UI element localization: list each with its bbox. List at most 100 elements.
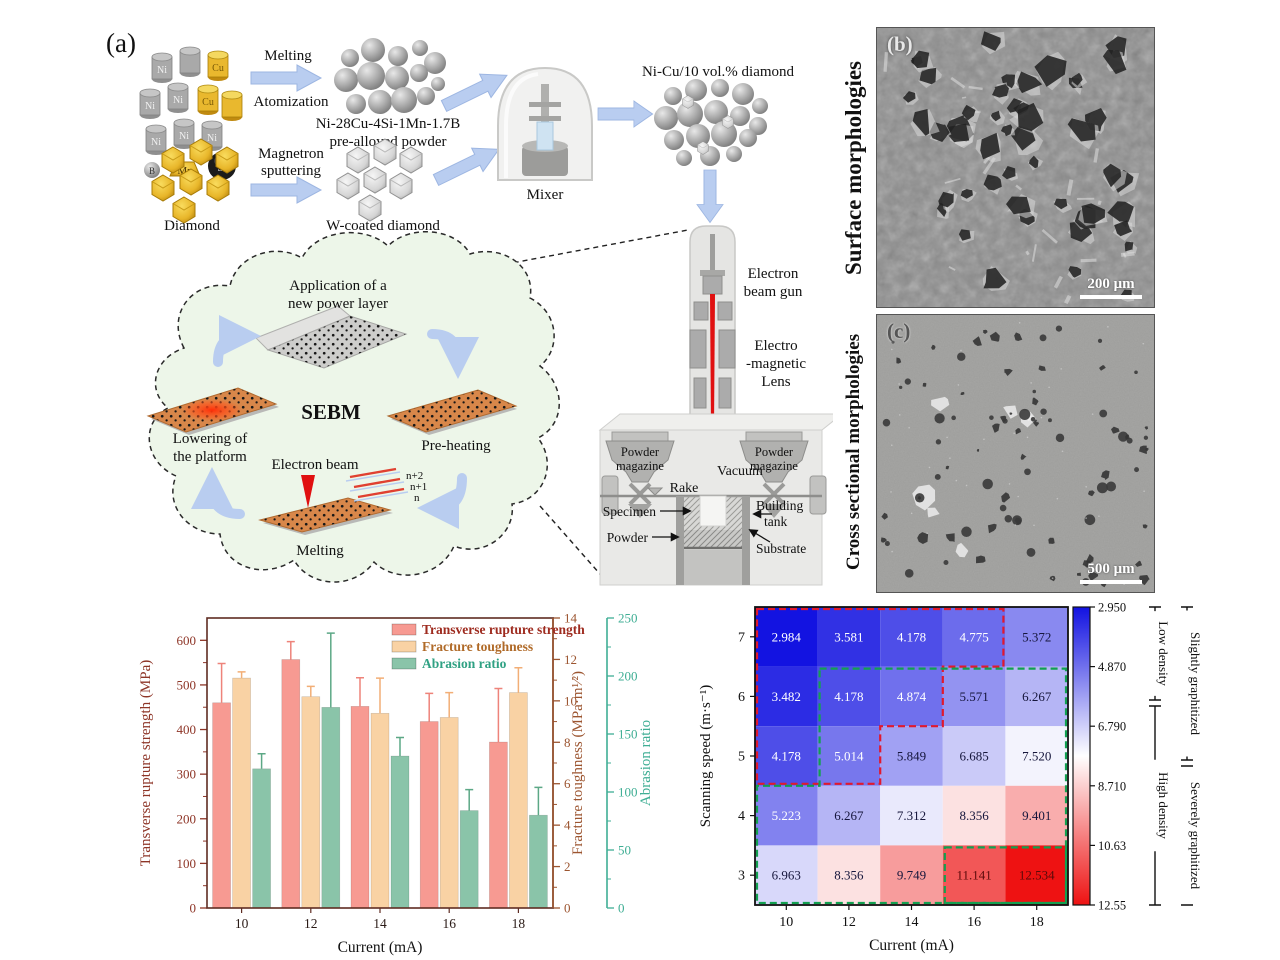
heatmap-cell-3-3 xyxy=(942,785,1006,846)
sem-particle xyxy=(961,526,972,538)
sem-highlight xyxy=(1031,244,1037,262)
heatmap-cell-value: 6.267 xyxy=(1022,689,1052,704)
ar-axis-tick-label: 50 xyxy=(618,843,631,858)
x-axis-tick-label: 16 xyxy=(442,916,456,931)
sem-particle xyxy=(902,91,916,103)
melting-arrow xyxy=(250,64,322,92)
sem-particle xyxy=(931,344,936,350)
sem-particle xyxy=(884,541,890,547)
build-chamber-illustration xyxy=(598,413,833,586)
sem-speck xyxy=(949,457,951,459)
sem-particle xyxy=(992,423,1000,433)
element-cu: Cu xyxy=(202,97,214,108)
sem-highlight xyxy=(1064,294,1072,305)
heatmap-cell-2-3 xyxy=(942,726,1006,786)
sem-particle xyxy=(899,385,903,390)
heatmap-cell-0-3 xyxy=(942,607,1006,667)
sem-particle xyxy=(1030,416,1036,422)
bar-2-2 xyxy=(390,755,410,909)
heatmap-cell-1-4 xyxy=(1005,666,1068,727)
sem-particle xyxy=(980,31,1001,51)
sem-particle xyxy=(951,415,956,421)
bar-0-0 xyxy=(212,702,231,909)
sem-highlight xyxy=(950,76,966,89)
sem-particle xyxy=(912,109,930,136)
vacuum-label: Vacuum xyxy=(717,464,763,479)
sem-particle xyxy=(1106,481,1117,492)
severely-graphitized-region-outline xyxy=(943,846,1068,905)
left-axis-tick-label: 100 xyxy=(177,856,197,871)
legend-swatch-0 xyxy=(391,623,417,636)
sem-highlight xyxy=(961,96,967,99)
panel-a-tag: (a) xyxy=(106,28,136,58)
atomization-label: Atomization xyxy=(254,94,329,110)
mixer-label: Mixer xyxy=(527,187,564,203)
x-axis-tick-label: 12 xyxy=(304,916,318,931)
prealloyed-powder-label: Ni-28Cu-4Si-1Mn-1.7B xyxy=(316,116,461,132)
sem-particle xyxy=(1081,203,1105,224)
errorbar-0-1 xyxy=(286,640,295,660)
sem-particle xyxy=(1004,368,1013,376)
sem-particle xyxy=(945,465,950,470)
colorbar-tick-label: 6.790 xyxy=(1098,720,1126,734)
ebeam-gun-label: Electron xyxy=(748,266,799,282)
sem-speck xyxy=(957,384,960,386)
heatmap-cell-value: 4.178 xyxy=(772,749,801,764)
heatmap-cell-4-2 xyxy=(880,845,943,905)
high-density-region-outline xyxy=(755,667,1068,905)
heatmap-cell-2-0 xyxy=(755,726,818,786)
bar-0-3 xyxy=(419,721,439,909)
electron-beam-cone xyxy=(301,475,315,508)
sem-speck xyxy=(890,444,893,446)
heatmap-cell-value: 3.482 xyxy=(772,689,801,704)
left-axis-tick-label: 600 xyxy=(177,633,197,648)
legend-swatch-1 xyxy=(391,640,417,653)
bar-2-0 xyxy=(252,768,271,909)
sem-particle xyxy=(1069,221,1093,242)
heatmap-cell-value: 5.014 xyxy=(834,749,864,764)
ft-axis-tick-label: 2 xyxy=(564,859,571,874)
heatmap-y-title: Scanning speed (m·s⁻¹) xyxy=(698,685,714,827)
sem-particle xyxy=(961,104,976,121)
sem-particle xyxy=(1088,570,1099,581)
high-density-label: High density xyxy=(1156,772,1171,839)
sem-speck xyxy=(1061,450,1064,453)
sem-highlight xyxy=(944,177,961,184)
layer-stack-illustration xyxy=(345,467,409,502)
sem-speck xyxy=(1143,490,1145,493)
sem-highlight xyxy=(883,52,889,72)
sem-particle xyxy=(1054,198,1068,210)
ar-axis-tick-label: 100 xyxy=(618,785,638,800)
bar-1-2 xyxy=(370,712,390,909)
sem-particle xyxy=(983,329,988,334)
sem-speck xyxy=(1014,524,1017,526)
sputtering-arrow xyxy=(250,176,322,204)
building-tank-label: Building xyxy=(756,498,804,513)
sem-particle xyxy=(1002,166,1016,180)
sem-particle xyxy=(958,229,971,241)
cycle-arrows xyxy=(191,315,479,529)
heatmap-cell-value: 5.372 xyxy=(1022,629,1051,644)
layer-n1-label: n+1 xyxy=(410,481,427,493)
colorbar-tick-label: 10.63 xyxy=(1098,839,1126,853)
heatmap-cell-0-0 xyxy=(755,607,818,667)
bar-1-1 xyxy=(301,696,321,909)
panel-c-tag: (c) xyxy=(887,319,911,343)
sem-particle xyxy=(1048,537,1055,544)
sem-highlight xyxy=(1097,200,1102,206)
heatmap-y-tick-label: 3 xyxy=(738,869,745,884)
sem-speck xyxy=(1030,382,1032,384)
sem-particle xyxy=(1142,524,1148,529)
sem-particle xyxy=(934,473,941,480)
left-axis-title: Transverse rupture strength (MPa) xyxy=(138,660,154,867)
powder-label: Powder xyxy=(607,530,649,545)
bar-2-3 xyxy=(459,810,479,909)
sem-particle xyxy=(1099,409,1108,418)
sem-particle xyxy=(989,415,994,420)
sem-particle xyxy=(1067,118,1096,142)
heatmap-cell-value: 4.178 xyxy=(834,689,863,704)
low-density-bracket xyxy=(1149,606,1161,701)
x-axis-title: Current (mA) xyxy=(338,939,423,956)
left-axis-tick-label: 0 xyxy=(190,901,197,916)
mixture-label: Ni-Cu/10 vol.% diamond xyxy=(642,64,795,80)
